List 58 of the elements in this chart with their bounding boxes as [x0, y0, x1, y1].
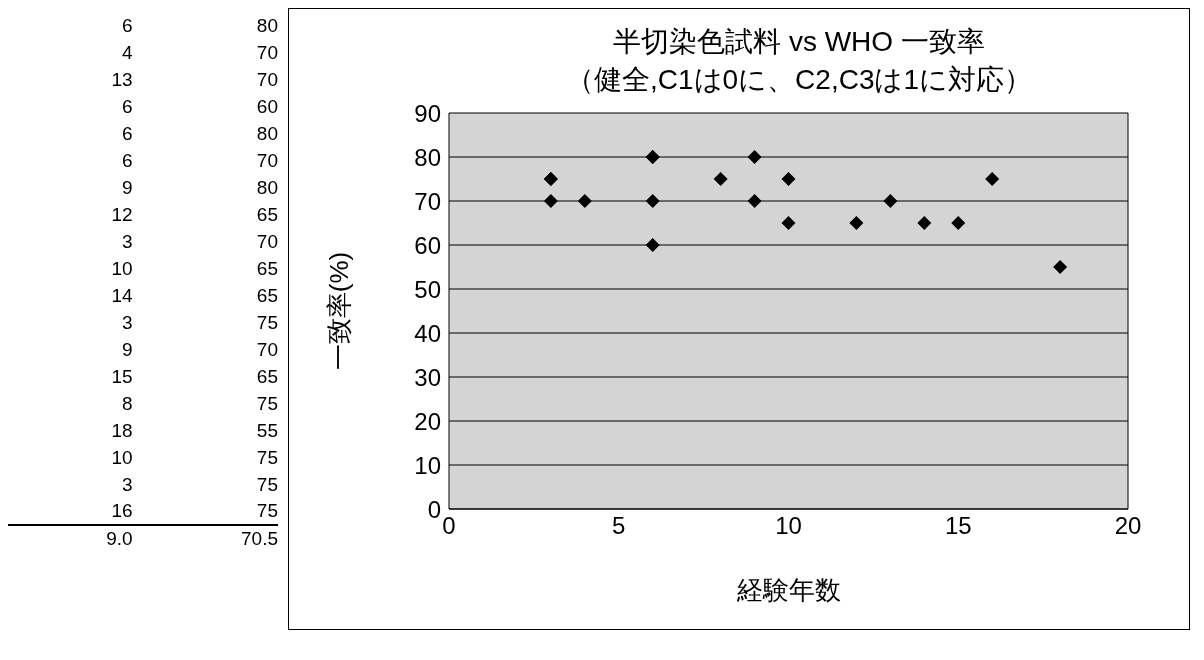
text: 60 — [255, 94, 278, 119]
y-tick-label: 90 — [414, 99, 441, 127]
text: 6 — [121, 13, 133, 38]
text: 75 — [255, 445, 278, 470]
text: 15 — [110, 364, 133, 389]
text: 6 — [121, 121, 133, 146]
text: 75 — [255, 472, 278, 497]
text: 10 — [110, 445, 133, 470]
text: 13 — [110, 67, 133, 92]
text: 3 — [121, 472, 133, 497]
y-tick-label: 20 — [414, 407, 441, 435]
y-tick-label: 40 — [414, 319, 441, 347]
x-tick-label: 10 — [775, 512, 802, 540]
text: 65 — [255, 283, 278, 308]
text: 3 — [121, 310, 133, 335]
y-tick-label: 70 — [414, 187, 441, 215]
text: 70 — [255, 40, 278, 65]
y-axis-title: 一致率(%) — [324, 251, 355, 371]
y-tick-label: 60 — [414, 231, 441, 259]
text: 18 — [110, 418, 133, 443]
text: 6 — [121, 148, 133, 173]
text: 6 — [121, 94, 133, 119]
text: 14 — [110, 283, 133, 308]
x-tick-label: 15 — [944, 512, 972, 540]
text: 65 — [255, 256, 278, 281]
text: 75 — [255, 499, 278, 523]
text: 65 — [255, 364, 278, 389]
text: 12 — [110, 202, 133, 227]
text: 65 — [255, 202, 278, 227]
text: 9.0 — [105, 527, 133, 551]
y-tick-label: 80 — [414, 143, 441, 171]
text: 80 — [255, 175, 278, 200]
text: 70 — [255, 148, 278, 173]
text: 80 — [255, 121, 278, 146]
text: 9 — [121, 337, 133, 362]
text: 3 — [121, 229, 133, 254]
text: 10 — [110, 256, 133, 281]
text: 70 — [255, 337, 278, 362]
text: 70.5 — [240, 527, 278, 551]
y-tick-label: 30 — [414, 363, 441, 391]
text: 75 — [255, 391, 278, 416]
text: 80 — [255, 13, 278, 38]
x-tick-label: 20 — [1114, 512, 1142, 540]
y-tick-label: 10 — [414, 451, 441, 479]
text: 8 — [121, 391, 133, 416]
chart-subtitle: （健全,C1は0に、C2,C3は1に対応） — [564, 63, 1034, 97]
text: 9 — [121, 175, 133, 200]
y-tick-label: 50 — [414, 275, 441, 303]
text: 75 — [255, 310, 278, 335]
x-axis-title: 経験年数 — [735, 575, 841, 605]
text: 55 — [255, 418, 278, 443]
text: 16 — [110, 499, 133, 523]
text: 4 — [121, 40, 133, 65]
y-tick-label: 0 — [427, 495, 441, 523]
text: 70 — [255, 67, 278, 92]
text: 70 — [255, 229, 278, 254]
x-tick-label: 5 — [612, 512, 626, 540]
chart-title: 半切染色試料 vs WHO 一致率 — [612, 25, 986, 59]
